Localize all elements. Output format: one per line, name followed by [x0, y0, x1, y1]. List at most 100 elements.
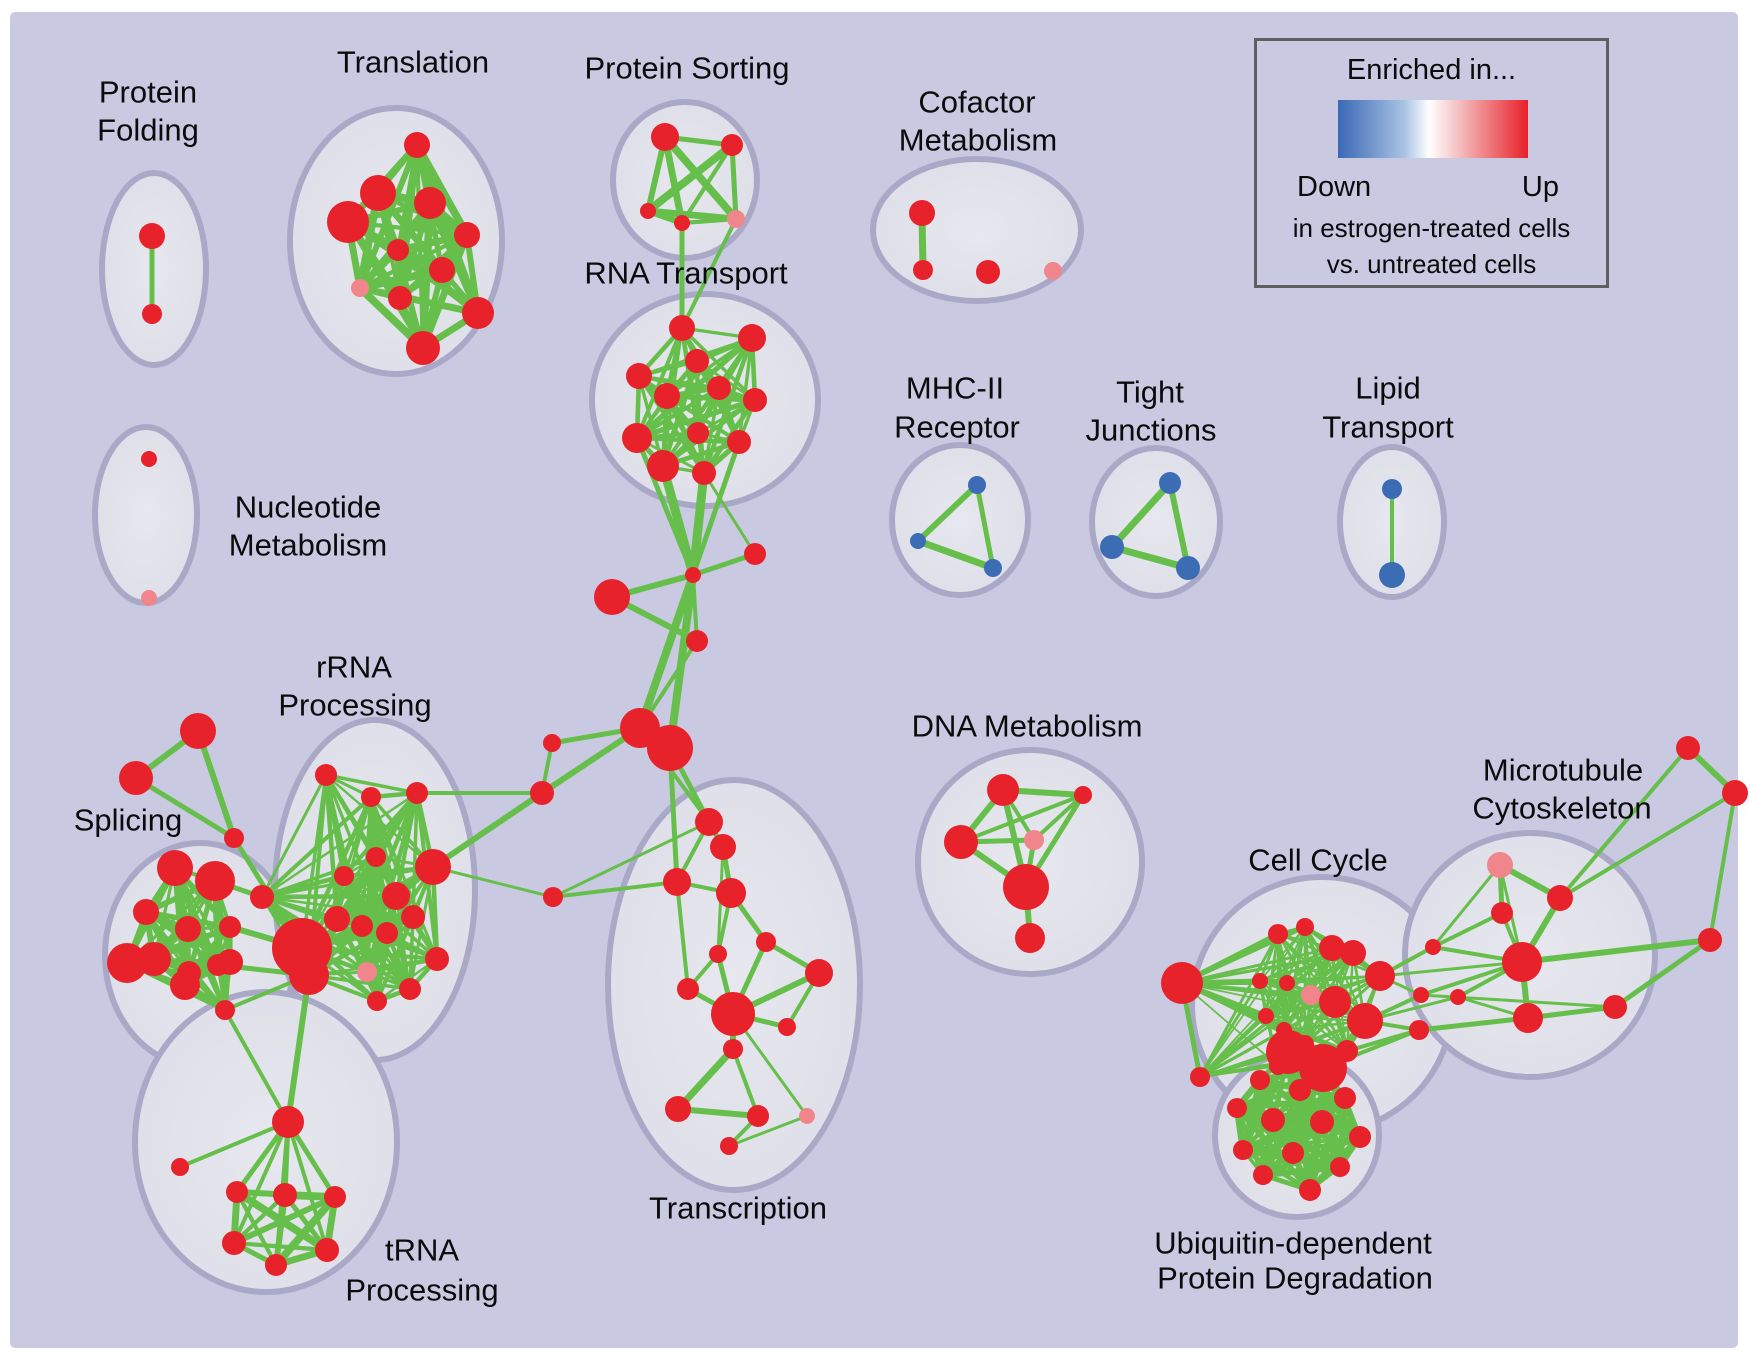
network-node-mt6[interactable]: [1502, 942, 1542, 982]
network-node-tri3[interactable]: [224, 828, 244, 848]
network-node-tx4[interactable]: [716, 878, 746, 908]
network-node-br4[interactable]: [543, 887, 563, 907]
network-node-mt7[interactable]: [1698, 928, 1722, 952]
network-node-tj3[interactable]: [1176, 556, 1200, 580]
network-node-tx12[interactable]: [665, 1096, 691, 1122]
network-node-rt7[interactable]: [743, 388, 767, 412]
network-node-rt9[interactable]: [687, 422, 709, 444]
network-node-ub2[interactable]: [1299, 1044, 1347, 1092]
network-node-ps5[interactable]: [727, 210, 745, 228]
network-node-dn3[interactable]: [944, 825, 978, 859]
network-node-rr11[interactable]: [351, 915, 373, 937]
network-node-rr8[interactable]: [382, 882, 410, 910]
network-node-ub4[interactable]: [1289, 1079, 1311, 1101]
network-node-tr8[interactable]: [351, 279, 369, 297]
network-node-dn6[interactable]: [1015, 923, 1045, 953]
network-node-ub13[interactable]: [1253, 1165, 1273, 1185]
network-node-cc9[interactable]: [1319, 986, 1351, 1018]
network-node-tr10[interactable]: [462, 297, 494, 329]
network-node-rt8[interactable]: [622, 423, 652, 453]
network-node-br7[interactable]: [744, 543, 766, 565]
network-node-tn4[interactable]: [222, 1231, 246, 1255]
network-node-lt2[interactable]: [1379, 562, 1405, 588]
network-node-sp12[interactable]: [215, 1000, 235, 1020]
network-node-tx8[interactable]: [677, 978, 699, 1000]
network-node-cn2[interactable]: [1413, 987, 1429, 1003]
network-node-rt11[interactable]: [647, 450, 679, 482]
network-node-tri2[interactable]: [119, 761, 153, 795]
network-node-ub11[interactable]: [1282, 1142, 1304, 1164]
network-node-ub5[interactable]: [1334, 1087, 1356, 1109]
network-node-ub3[interactable]: [1250, 1070, 1270, 1090]
network-node-cc4[interactable]: [1340, 940, 1366, 966]
network-node-tr6[interactable]: [387, 239, 409, 261]
network-node-mh1[interactable]: [968, 476, 986, 494]
network-node-mt8[interactable]: [1513, 1003, 1543, 1033]
network-node-cc7[interactable]: [1279, 975, 1295, 991]
network-node-tr2[interactable]: [360, 175, 396, 211]
network-node-br3[interactable]: [543, 734, 561, 752]
network-node-rt12[interactable]: [692, 461, 716, 485]
network-node-rr6[interactable]: [415, 849, 451, 885]
network-node-hub2[interactable]: [647, 725, 693, 771]
network-node-rt1[interactable]: [669, 315, 695, 341]
network-node-sp10[interactable]: [170, 970, 200, 1000]
network-node-rt6[interactable]: [707, 376, 731, 400]
network-node-br8[interactable]: [686, 630, 708, 652]
network-node-ps4[interactable]: [674, 215, 690, 231]
network-node-mt4[interactable]: [1676, 736, 1700, 760]
network-node-rr4[interactable]: [366, 847, 386, 867]
network-node-cf2[interactable]: [913, 260, 933, 280]
network-node-rr15[interactable]: [425, 947, 449, 971]
network-node-tx14[interactable]: [799, 1108, 815, 1124]
network-node-ub10[interactable]: [1233, 1140, 1253, 1160]
network-node-mt3[interactable]: [1491, 902, 1513, 924]
network-node-cc5[interactable]: [1365, 961, 1395, 991]
network-node-cc6[interactable]: [1252, 973, 1268, 989]
network-node-mt9[interactable]: [1603, 995, 1627, 1019]
network-node-cn1[interactable]: [1425, 939, 1441, 955]
network-node-tn1[interactable]: [226, 1181, 248, 1203]
network-node-ub9[interactable]: [1349, 1126, 1371, 1148]
network-node-tn7[interactable]: [171, 1158, 189, 1176]
network-node-tx3[interactable]: [663, 868, 691, 896]
network-node-ub1[interactable]: [1266, 1030, 1310, 1074]
network-node-rr14[interactable]: [289, 955, 329, 995]
network-node-pf1[interactable]: [139, 223, 165, 249]
network-node-rr12[interactable]: [376, 922, 398, 944]
network-node-ps1[interactable]: [651, 123, 679, 151]
network-node-tri1[interactable]: [180, 713, 216, 749]
network-node-sp11[interactable]: [217, 949, 243, 975]
network-node-cf4[interactable]: [1044, 262, 1062, 280]
network-node-rt3[interactable]: [685, 349, 709, 373]
network-node-rr5[interactable]: [334, 866, 354, 886]
network-node-rr3[interactable]: [406, 782, 428, 804]
network-node-tx9[interactable]: [711, 992, 755, 1036]
network-node-cc1[interactable]: [1268, 924, 1288, 944]
network-node-rt4[interactable]: [626, 363, 652, 389]
network-node-rt2[interactable]: [738, 324, 766, 352]
network-node-mt5[interactable]: [1722, 780, 1748, 806]
network-node-cc10[interactable]: [1347, 1003, 1383, 1039]
network-node-tr4[interactable]: [327, 201, 369, 243]
network-node-dn2[interactable]: [1074, 786, 1092, 804]
network-node-sp9[interactable]: [107, 943, 147, 983]
network-node-rr1[interactable]: [315, 764, 337, 786]
network-node-dn5[interactable]: [1003, 864, 1049, 910]
network-node-mt2[interactable]: [1547, 885, 1573, 911]
network-node-mh3[interactable]: [984, 559, 1002, 577]
network-node-tj1[interactable]: [1159, 472, 1181, 494]
network-node-tx7[interactable]: [709, 945, 727, 963]
network-node-tn0[interactable]: [272, 1106, 304, 1138]
network-node-mt1[interactable]: [1487, 852, 1513, 878]
network-node-tx6[interactable]: [805, 959, 833, 987]
network-node-ub14[interactable]: [1299, 1179, 1321, 1201]
network-node-rr17[interactable]: [399, 978, 421, 1000]
network-node-sp5[interactable]: [219, 916, 241, 938]
network-node-sp4[interactable]: [175, 916, 201, 942]
network-node-ub12[interactable]: [1330, 1157, 1350, 1177]
network-node-lt1[interactable]: [1382, 479, 1402, 499]
network-node-tx13[interactable]: [747, 1105, 769, 1127]
network-node-cf1[interactable]: [909, 200, 935, 226]
